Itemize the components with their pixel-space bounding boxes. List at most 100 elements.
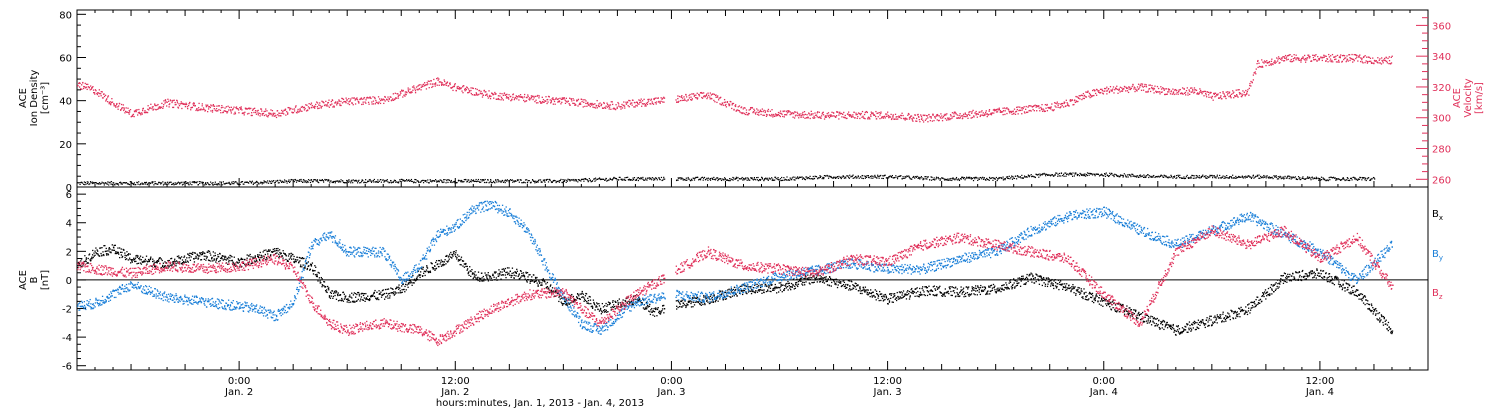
velocity-point <box>537 102 538 103</box>
density-point <box>467 181 468 182</box>
velocity-point <box>277 114 278 115</box>
density-point <box>118 184 119 185</box>
density-point <box>736 177 737 178</box>
velocity-point <box>566 98 567 99</box>
density-point <box>443 181 444 182</box>
density-point <box>910 178 911 179</box>
velocity-point <box>1057 102 1058 103</box>
velocity-point <box>408 89 409 90</box>
velocity-point <box>532 96 533 97</box>
velocity-point <box>1082 95 1083 96</box>
bx-point <box>191 256 192 257</box>
density-point <box>640 177 641 178</box>
velocity-point <box>1117 93 1118 94</box>
density-point <box>1303 178 1304 179</box>
velocity-point <box>486 94 487 95</box>
bx-point <box>198 258 199 259</box>
density-point <box>1170 175 1171 176</box>
density-point <box>882 175 883 176</box>
bx-point <box>114 250 115 251</box>
density-point <box>468 180 469 181</box>
velocity-point <box>269 113 270 114</box>
velocity-point <box>1346 61 1347 62</box>
velocity-point <box>714 101 715 102</box>
bx-point <box>152 261 153 262</box>
density-point <box>729 178 730 179</box>
velocity-point <box>651 99 652 100</box>
density-point <box>981 178 982 179</box>
density-point <box>280 180 281 181</box>
velocity-point <box>895 114 896 115</box>
velocity-point <box>339 101 340 102</box>
density-point <box>334 181 335 182</box>
velocity-point <box>897 118 898 119</box>
density-point <box>559 182 560 183</box>
velocity-point <box>691 99 692 100</box>
velocity-point <box>560 103 561 104</box>
velocity-point <box>1117 89 1118 90</box>
density-point <box>1040 174 1041 175</box>
density-point <box>1056 173 1057 174</box>
velocity-point <box>412 86 413 87</box>
density-point <box>768 180 769 181</box>
density-point <box>1013 177 1014 178</box>
velocity-point <box>980 115 981 116</box>
density-point <box>559 180 560 181</box>
velocity-point <box>211 105 212 106</box>
bx-point <box>137 257 138 258</box>
velocity-point <box>443 84 444 85</box>
velocity-point <box>490 96 491 97</box>
velocity-point <box>558 98 559 99</box>
density-point <box>475 181 476 182</box>
density-point <box>1231 177 1232 178</box>
velocity-point <box>1269 65 1270 66</box>
velocity-point <box>537 95 538 96</box>
density-point <box>601 179 602 180</box>
velocity-point <box>417 89 418 90</box>
bx-point <box>91 257 92 258</box>
density-point <box>555 180 556 181</box>
velocity-point <box>1075 102 1076 103</box>
velocity-point <box>1305 62 1306 63</box>
density-point <box>462 181 463 182</box>
velocity-point <box>870 116 871 117</box>
velocity-point <box>1352 61 1353 62</box>
density-point <box>189 181 190 182</box>
density-point <box>447 182 448 183</box>
bx-point <box>165 265 166 266</box>
velocity-point <box>231 112 232 113</box>
velocity-point <box>216 105 217 106</box>
velocity-point <box>716 102 717 103</box>
velocity-point <box>1066 100 1067 101</box>
velocity-point <box>906 119 907 120</box>
bx-point <box>289 253 290 254</box>
density-point <box>1087 172 1088 173</box>
velocity-point <box>314 106 315 107</box>
velocity-point <box>310 104 311 105</box>
velocity-point <box>654 98 655 99</box>
density-point <box>1068 174 1069 175</box>
velocity-point <box>808 113 809 114</box>
velocity-point <box>213 104 214 105</box>
density-point <box>1079 175 1080 176</box>
velocity-point <box>1187 94 1188 95</box>
velocity-point <box>1255 73 1256 74</box>
velocity-point <box>241 109 242 110</box>
velocity-point <box>977 117 978 118</box>
velocity-point <box>739 105 740 106</box>
velocity-point <box>1041 109 1042 110</box>
velocity-point <box>1245 95 1246 96</box>
density-point <box>1098 174 1099 175</box>
density-point <box>820 176 821 177</box>
density-point <box>900 175 901 176</box>
velocity-point <box>198 107 199 108</box>
velocity-point <box>478 94 479 95</box>
bx-point <box>274 250 275 251</box>
density-point <box>1245 177 1246 178</box>
density-point <box>1208 177 1209 178</box>
velocity-point <box>339 103 340 104</box>
density-point <box>1004 179 1005 180</box>
density-point <box>742 179 743 180</box>
velocity-point <box>960 117 961 118</box>
density-point <box>183 184 184 185</box>
